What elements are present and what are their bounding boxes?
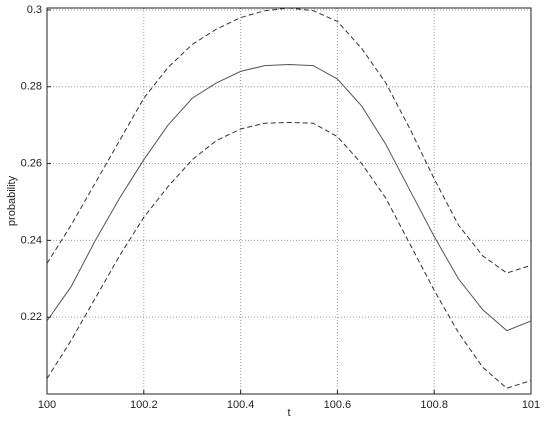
y-tick-label: 0.22 [21, 311, 42, 323]
y-tick-label: 0.3 [27, 4, 42, 16]
y-tick-label: 0.24 [21, 234, 42, 246]
x-tick-label: 100.4 [227, 399, 255, 411]
x-tick-label: 100.6 [324, 399, 352, 411]
y-tick-label: 0.28 [21, 81, 42, 93]
x-axis-label: t [287, 407, 290, 419]
series-line [47, 8, 531, 274]
series-line [47, 121, 531, 389]
x-tick-label: 100.2 [130, 399, 158, 411]
x-tick-label: 101 [522, 399, 540, 411]
plot-area [47, 8, 531, 394]
x-tick-label: 100.8 [420, 399, 448, 411]
series-line [47, 63, 531, 332]
y-axis-label: probability [6, 175, 18, 226]
y-tick-label: 0.26 [21, 157, 42, 169]
x-tick-label: 100 [38, 399, 56, 411]
